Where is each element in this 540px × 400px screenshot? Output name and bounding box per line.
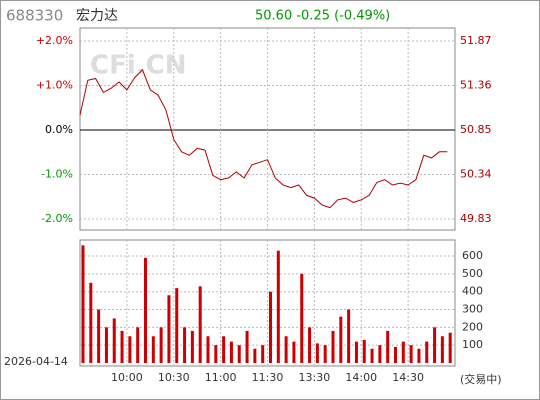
volume-bar (362, 339, 366, 363)
y-tick-label: 49.83 (460, 212, 492, 225)
y-tick-label: 500 (462, 267, 483, 280)
y-tick-label: 50.85 (460, 123, 492, 136)
watermark: CFi.CN (90, 51, 186, 81)
volume-bar (378, 345, 382, 363)
volume-bar (354, 341, 358, 363)
volume-bar (253, 348, 257, 363)
volume-bar (120, 330, 124, 363)
price-line (79, 68, 448, 209)
volume-bar (89, 282, 93, 363)
volume-bar (97, 309, 101, 363)
volume-bar (190, 330, 194, 363)
volume-bar (409, 345, 413, 363)
volume-bar (425, 341, 429, 363)
volume-bar (315, 343, 319, 363)
volume-bar (261, 345, 265, 363)
volume-bar (433, 327, 437, 363)
volume-bar (128, 336, 132, 363)
y2-tick-label: 0.0% (45, 123, 73, 136)
volume-bar (417, 348, 421, 363)
volume-bar (136, 327, 140, 363)
volume-bar (269, 291, 272, 363)
x-tick-label: 14:30 (392, 371, 424, 384)
x-tick-label: 11:00 (205, 371, 237, 384)
y-tick-label: 50.34 (460, 168, 492, 181)
volume-bar (183, 327, 187, 363)
volume-bar (339, 316, 343, 363)
quote: 50.60 -0.25 (-0.49%) (255, 9, 390, 24)
volume-bar (245, 330, 249, 363)
x-tick-label: 10:30 (158, 371, 190, 384)
volume-bar (229, 341, 233, 363)
volume-bar (347, 309, 351, 363)
volume-bar (300, 273, 304, 363)
x-tick-label: 11:30 (252, 371, 284, 384)
volume-bar (308, 327, 312, 363)
volume-bar (331, 330, 335, 363)
status: (交易中) (460, 372, 502, 386)
y-tick-label: 300 (462, 303, 483, 316)
volume-bar (440, 336, 444, 363)
x-tick-label: 13:30 (299, 371, 331, 384)
volume-bar (370, 348, 374, 363)
volume-bar (104, 327, 108, 363)
y-tick-label: 200 (462, 320, 483, 333)
volume-bar (222, 336, 226, 363)
y2-tick-label: +1.0% (36, 79, 73, 92)
volume-bar (159, 327, 163, 363)
volume-bar (276, 250, 280, 363)
volume-bar (112, 318, 116, 363)
volume-bar (151, 336, 155, 363)
volume-bar (401, 341, 405, 363)
volume-bar (175, 288, 179, 363)
y2-tick-label: -1.0% (41, 168, 73, 181)
y-tick-label: 51.36 (460, 79, 492, 92)
x-tick-label: 14:00 (345, 371, 377, 384)
volume-bar (144, 257, 147, 363)
volume-bar (237, 345, 241, 363)
stock-name: 宏力达 (76, 8, 118, 24)
stock-code: 688330 (6, 7, 63, 25)
volume-bar (198, 286, 202, 363)
y-tick-label: 600 (462, 249, 483, 262)
volume-bar (167, 295, 171, 363)
volume-bar (214, 345, 218, 363)
date: 2026-04-14 (4, 355, 68, 368)
y2-tick-label: -2.0% (41, 212, 73, 225)
y-tick-label: 100 (462, 338, 483, 351)
volume-bar (394, 346, 397, 363)
volume-bar (323, 345, 327, 363)
volume-bar (292, 341, 296, 363)
y-tick-label: 400 (462, 285, 483, 298)
volume-bar (386, 330, 390, 363)
x-tick-label: 10:00 (111, 371, 143, 384)
y2-tick-label: +2.0% (36, 34, 73, 47)
volume-bar (448, 332, 452, 363)
volume-bar (81, 245, 85, 363)
volume-bar (206, 336, 210, 363)
volume-bar (284, 336, 288, 363)
y-tick-label: 51.87 (460, 34, 492, 47)
